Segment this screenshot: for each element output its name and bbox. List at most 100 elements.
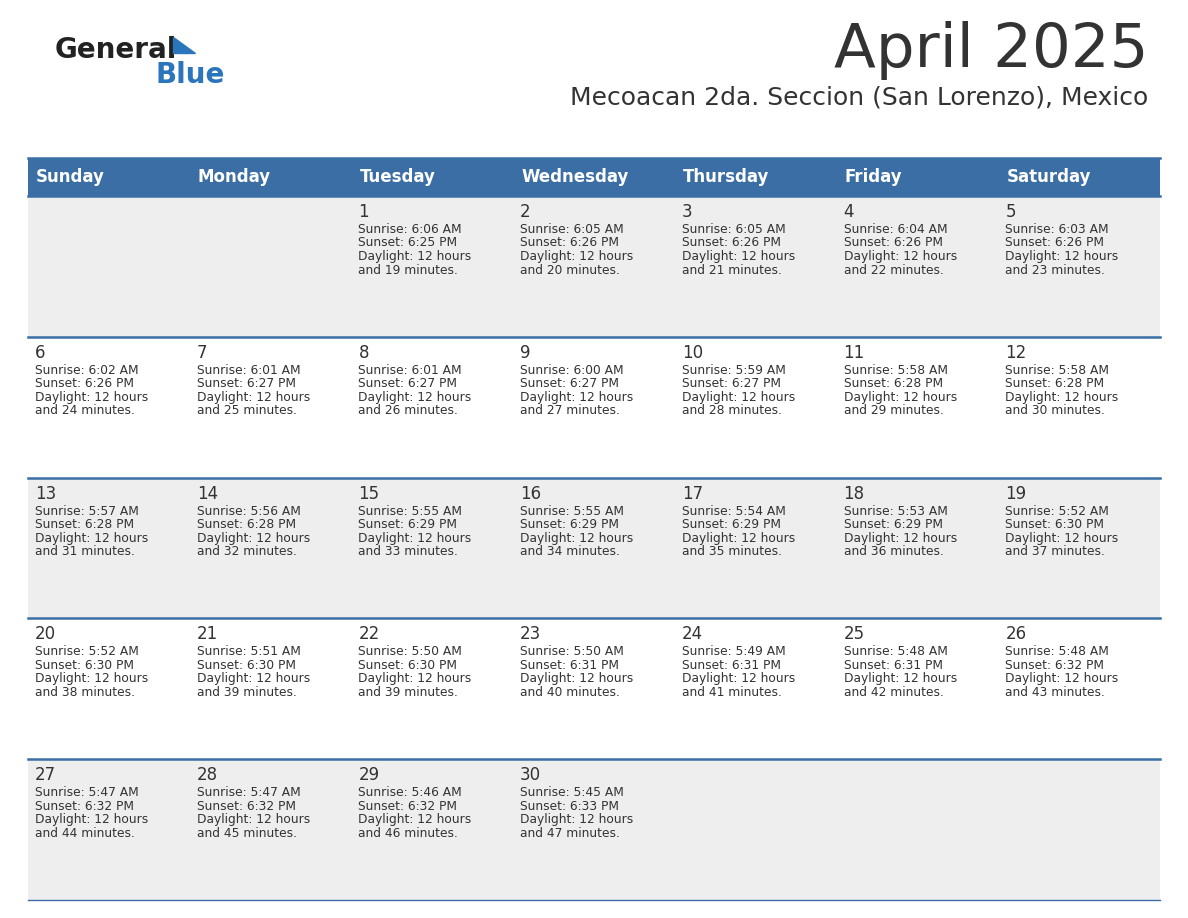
Text: Sunset: 6:30 PM: Sunset: 6:30 PM (34, 659, 134, 672)
Text: Daylight: 12 hours: Daylight: 12 hours (1005, 391, 1119, 404)
Text: Sunrise: 5:58 AM: Sunrise: 5:58 AM (1005, 364, 1110, 376)
Text: Daylight: 12 hours: Daylight: 12 hours (520, 672, 633, 686)
Text: Daylight: 12 hours: Daylight: 12 hours (682, 391, 795, 404)
Text: Sunrise: 5:45 AM: Sunrise: 5:45 AM (520, 786, 624, 800)
Text: and 23 minutes.: and 23 minutes. (1005, 263, 1105, 276)
Text: and 43 minutes.: and 43 minutes. (1005, 686, 1105, 699)
Text: 22: 22 (359, 625, 380, 644)
Text: Thursday: Thursday (683, 168, 770, 186)
Text: Sunset: 6:28 PM: Sunset: 6:28 PM (34, 518, 134, 532)
Text: Sunrise: 5:59 AM: Sunrise: 5:59 AM (682, 364, 785, 376)
Text: 8: 8 (359, 344, 369, 362)
Text: 11: 11 (843, 344, 865, 362)
Text: 5: 5 (1005, 203, 1016, 221)
Text: and 29 minutes.: and 29 minutes. (843, 404, 943, 418)
Text: General: General (55, 36, 177, 64)
Text: Sunset: 6:28 PM: Sunset: 6:28 PM (843, 377, 943, 390)
Text: and 36 minutes.: and 36 minutes. (843, 545, 943, 558)
Text: Tuesday: Tuesday (360, 168, 435, 186)
Text: and 32 minutes.: and 32 minutes. (197, 545, 297, 558)
Text: and 25 minutes.: and 25 minutes. (197, 404, 297, 418)
Text: Daylight: 12 hours: Daylight: 12 hours (843, 672, 956, 686)
Text: Sunrise: 6:01 AM: Sunrise: 6:01 AM (197, 364, 301, 376)
Text: Sunset: 6:26 PM: Sunset: 6:26 PM (1005, 237, 1105, 250)
Text: Sunrise: 5:55 AM: Sunrise: 5:55 AM (359, 505, 462, 518)
Text: Sunset: 6:32 PM: Sunset: 6:32 PM (1005, 659, 1105, 672)
Text: Daylight: 12 hours: Daylight: 12 hours (197, 532, 310, 544)
Text: Daylight: 12 hours: Daylight: 12 hours (34, 532, 148, 544)
Text: Daylight: 12 hours: Daylight: 12 hours (843, 532, 956, 544)
Text: Sunset: 6:29 PM: Sunset: 6:29 PM (682, 518, 781, 532)
Text: and 24 minutes.: and 24 minutes. (34, 404, 135, 418)
Text: April 2025: April 2025 (834, 20, 1148, 80)
Text: Sunset: 6:27 PM: Sunset: 6:27 PM (359, 377, 457, 390)
Text: Sunset: 6:31 PM: Sunset: 6:31 PM (843, 659, 942, 672)
Text: 27: 27 (34, 767, 56, 784)
Text: Sunrise: 6:00 AM: Sunrise: 6:00 AM (520, 364, 624, 376)
Text: Sunset: 6:27 PM: Sunset: 6:27 PM (197, 377, 296, 390)
Text: Sunday: Sunday (36, 168, 105, 186)
Text: 2: 2 (520, 203, 531, 221)
Text: and 44 minutes.: and 44 minutes. (34, 827, 135, 840)
Text: 16: 16 (520, 485, 542, 502)
Text: Daylight: 12 hours: Daylight: 12 hours (520, 391, 633, 404)
Text: and 34 minutes.: and 34 minutes. (520, 545, 620, 558)
Text: Daylight: 12 hours: Daylight: 12 hours (520, 532, 633, 544)
Bar (29, 158, 1159, 196)
Text: and 31 minutes.: and 31 minutes. (34, 545, 135, 558)
Text: Friday: Friday (845, 168, 902, 186)
Text: Sunset: 6:26 PM: Sunset: 6:26 PM (843, 237, 942, 250)
Bar (29, 619, 1159, 759)
Text: Sunset: 6:32 PM: Sunset: 6:32 PM (34, 800, 134, 812)
Text: and 37 minutes.: and 37 minutes. (1005, 545, 1105, 558)
Text: Sunrise: 5:47 AM: Sunrise: 5:47 AM (197, 786, 301, 800)
Text: and 20 minutes.: and 20 minutes. (520, 263, 620, 276)
Text: Sunset: 6:26 PM: Sunset: 6:26 PM (34, 377, 134, 390)
Text: 10: 10 (682, 344, 703, 362)
Bar (29, 196, 1159, 337)
Text: 14: 14 (197, 485, 217, 502)
Text: Sunrise: 6:06 AM: Sunrise: 6:06 AM (359, 223, 462, 236)
Text: Daylight: 12 hours: Daylight: 12 hours (520, 250, 633, 263)
Text: 20: 20 (34, 625, 56, 644)
Bar (29, 477, 1159, 619)
Text: Sunset: 6:29 PM: Sunset: 6:29 PM (843, 518, 942, 532)
Text: Sunset: 6:30 PM: Sunset: 6:30 PM (1005, 518, 1105, 532)
Text: Mecoacan 2da. Seccion (San Lorenzo), Mexico: Mecoacan 2da. Seccion (San Lorenzo), Mex… (570, 86, 1148, 110)
Text: Sunrise: 5:54 AM: Sunrise: 5:54 AM (682, 505, 785, 518)
Text: Daylight: 12 hours: Daylight: 12 hours (682, 672, 795, 686)
Text: Daylight: 12 hours: Daylight: 12 hours (34, 813, 148, 826)
Text: Sunrise: 6:05 AM: Sunrise: 6:05 AM (520, 223, 624, 236)
Text: Sunrise: 5:52 AM: Sunrise: 5:52 AM (34, 645, 139, 658)
Text: Daylight: 12 hours: Daylight: 12 hours (34, 391, 148, 404)
Text: Sunrise: 5:47 AM: Sunrise: 5:47 AM (34, 786, 139, 800)
Text: and 42 minutes.: and 42 minutes. (843, 686, 943, 699)
Text: Daylight: 12 hours: Daylight: 12 hours (34, 672, 148, 686)
Text: 24: 24 (682, 625, 703, 644)
Text: Daylight: 12 hours: Daylight: 12 hours (843, 391, 956, 404)
Text: Daylight: 12 hours: Daylight: 12 hours (359, 391, 472, 404)
Text: 25: 25 (843, 625, 865, 644)
Text: and 30 minutes.: and 30 minutes. (1005, 404, 1105, 418)
Text: Sunrise: 5:51 AM: Sunrise: 5:51 AM (197, 645, 301, 658)
Text: Sunrise: 5:58 AM: Sunrise: 5:58 AM (843, 364, 948, 376)
Text: Sunrise: 5:57 AM: Sunrise: 5:57 AM (34, 505, 139, 518)
Text: and 26 minutes.: and 26 minutes. (359, 404, 459, 418)
Text: Sunset: 6:27 PM: Sunset: 6:27 PM (682, 377, 781, 390)
Text: Daylight: 12 hours: Daylight: 12 hours (682, 532, 795, 544)
Text: Daylight: 12 hours: Daylight: 12 hours (520, 813, 633, 826)
Text: Monday: Monday (197, 168, 271, 186)
Text: Sunrise: 5:46 AM: Sunrise: 5:46 AM (359, 786, 462, 800)
Text: Sunrise: 5:50 AM: Sunrise: 5:50 AM (359, 645, 462, 658)
Text: Sunset: 6:26 PM: Sunset: 6:26 PM (520, 237, 619, 250)
Text: Sunset: 6:27 PM: Sunset: 6:27 PM (520, 377, 619, 390)
Text: Sunrise: 5:50 AM: Sunrise: 5:50 AM (520, 645, 624, 658)
Text: Sunset: 6:31 PM: Sunset: 6:31 PM (520, 659, 619, 672)
Text: 18: 18 (843, 485, 865, 502)
Text: Daylight: 12 hours: Daylight: 12 hours (359, 250, 472, 263)
Text: Sunrise: 5:53 AM: Sunrise: 5:53 AM (843, 505, 948, 518)
Text: Sunset: 6:29 PM: Sunset: 6:29 PM (520, 518, 619, 532)
Text: and 33 minutes.: and 33 minutes. (359, 545, 459, 558)
Text: 3: 3 (682, 203, 693, 221)
Text: Sunrise: 5:48 AM: Sunrise: 5:48 AM (1005, 645, 1110, 658)
